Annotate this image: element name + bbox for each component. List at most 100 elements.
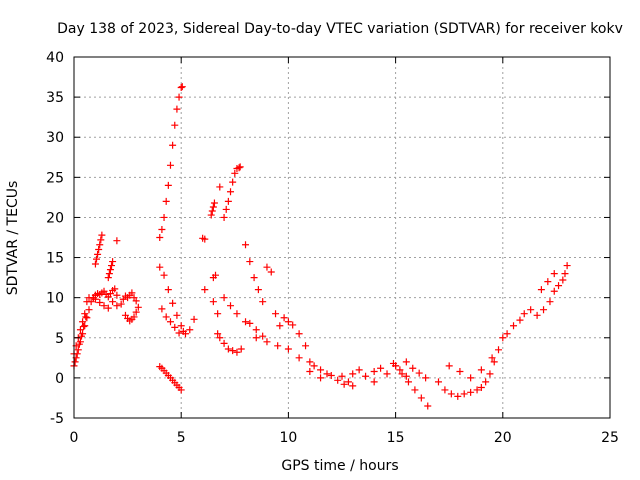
y-tick-label: 10 [46,291,64,307]
data-point [280,314,288,322]
y-tick-label: 20 [46,210,64,226]
data-point [467,374,475,382]
data-point [495,346,503,354]
data-point [97,236,105,244]
data-point [284,318,292,326]
data-point [164,286,172,294]
y-tick-label: 15 [46,251,64,267]
data-point [117,300,125,308]
data-point [550,270,558,278]
data-point [272,310,280,318]
data-point [362,372,370,380]
data-point [355,366,363,374]
data-point [392,362,400,370]
data-point [252,326,260,334]
data-point [540,306,548,314]
data-point [220,213,228,221]
data-point [454,392,462,400]
data-point [209,203,217,211]
data-point [222,205,230,213]
data-point [263,263,271,271]
series-mid-6-7h [201,271,250,356]
y-axis-ticks: -5 0 5 10 15 20 25 30 35 40 [46,50,610,427]
data-point [78,332,86,340]
data-point [482,378,490,386]
data-point [250,274,258,282]
data-point [310,362,318,370]
data-point [370,367,378,375]
data-point [490,358,498,366]
series-neg-4-5h [156,363,185,394]
series-early-rise [70,291,99,370]
data-point [510,322,518,330]
data-point [252,334,260,342]
data-point [242,318,250,326]
data-point [233,310,241,318]
data-point [156,263,164,271]
data-point [96,241,104,249]
data-point [113,237,121,245]
data-point [109,258,117,266]
data-point [349,382,357,390]
data-point [561,270,569,278]
data-point [162,197,170,205]
data-point [171,121,179,129]
series-low-15-17h [392,358,432,410]
data-point [160,271,168,279]
y-tick-label: 35 [46,90,64,106]
data-point [486,370,494,378]
data-point [477,366,485,374]
data-point [404,378,412,386]
data-point [317,366,325,374]
data-point [224,197,232,205]
y-axis-label: SDTVAR / TECUs [5,181,21,296]
data-point [349,370,357,378]
data-point [73,350,81,358]
data-point [546,298,554,306]
data-point [447,390,455,398]
data-point [207,211,215,219]
data-point [96,298,104,306]
data-point [91,260,99,268]
chart-title: Day 138 of 2023, Sidereal Day-to-day VTE… [57,21,623,37]
data-point [220,339,228,347]
data-point [75,340,83,348]
data-point [113,291,121,299]
data-point [284,345,292,353]
data-point [246,319,254,327]
data-point [132,308,140,316]
data-point [409,364,417,372]
data-point [411,386,419,394]
data-point [559,276,567,284]
data-point [220,294,228,302]
series-mid-6h [199,163,244,243]
data-point [209,298,217,306]
y-tick-label: 25 [46,170,64,186]
x-axis-label: GPS time / hours [281,458,398,474]
data-point [236,163,244,171]
x-axis-ticks: 0 5 10 15 20 25 [70,57,619,446]
data-point [156,234,164,241]
data-point [130,313,138,321]
data-point [229,178,237,186]
data-point [488,354,496,362]
data-point [323,370,331,378]
x-tick-label: 0 [70,430,79,446]
data-point [177,322,185,330]
data-point [81,310,89,318]
data-point [422,374,430,382]
data-point [306,367,314,375]
data-point [132,297,140,305]
data-point [164,181,172,189]
data-point [178,83,186,91]
plot-frame [73,56,611,419]
y-tick-label: 0 [55,371,64,387]
data-point [237,345,245,353]
data-point [175,329,183,337]
data-point [162,313,170,321]
x-tick-label: 20 [494,430,512,446]
data-point [289,321,297,329]
data-point [377,364,385,372]
data-point [295,330,303,338]
data-point [229,347,237,355]
